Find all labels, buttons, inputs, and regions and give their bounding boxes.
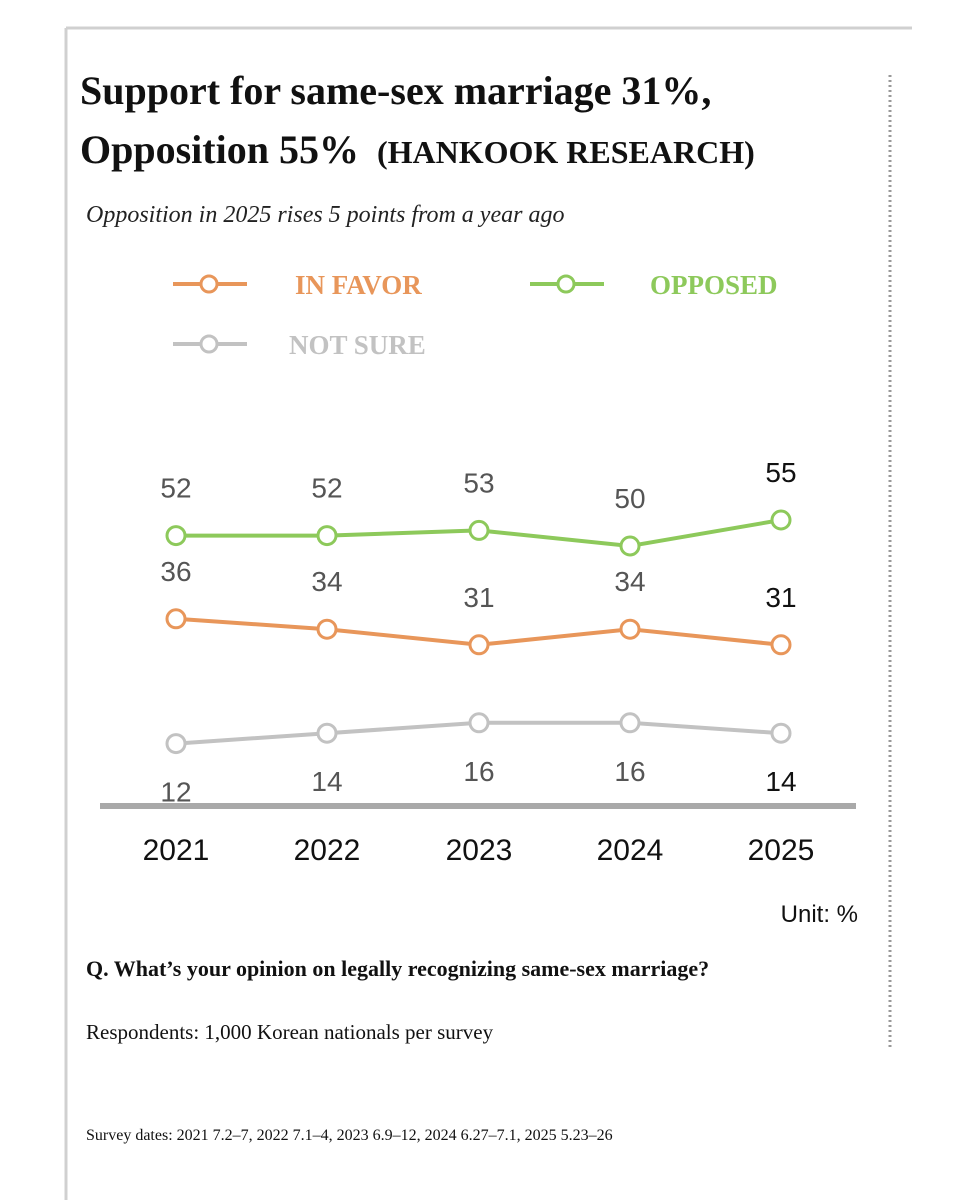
subtitle: Opposition in 2025 rises 5 points from a… [86, 202, 564, 228]
value-label: 55 [765, 457, 796, 488]
respondents: Respondents: 1,000 Korean nationals per … [86, 1020, 494, 1044]
point [165, 733, 187, 755]
value-label: 16 [463, 756, 494, 787]
x-tick-label: 2021 [143, 834, 210, 867]
point [619, 535, 641, 557]
title-note: (HANKOOK RESEARCH) [377, 134, 755, 170]
legend-label: OPPOSED [650, 270, 778, 300]
point [468, 634, 490, 656]
value-label: 31 [463, 582, 494, 613]
point [619, 618, 641, 640]
unit: Unit: % [781, 901, 858, 928]
point [165, 608, 187, 630]
point [316, 525, 338, 547]
value-label: 34 [614, 566, 645, 597]
x-tick-label: 2025 [748, 834, 815, 867]
value-label: 50 [614, 483, 645, 514]
point [165, 525, 187, 547]
point [770, 722, 792, 744]
value-label: 31 [765, 582, 796, 613]
x-tick-label: 2022 [294, 834, 361, 867]
value-label: 16 [614, 756, 645, 787]
point [468, 519, 490, 541]
value-label: 34 [311, 566, 342, 597]
legend-label: IN FAVOR [295, 270, 422, 300]
x-tick-label: 2024 [597, 834, 664, 867]
survey-dates: Survey dates: 2021 7.2–7, 2022 7.1–4, 20… [86, 1127, 613, 1144]
title-line: Support for same-sex marriage 31%, [80, 68, 711, 113]
value-label: 52 [160, 473, 191, 504]
legend-label: NOT SURE [289, 330, 426, 360]
value-label: 36 [160, 556, 191, 587]
x-tick-label: 2023 [446, 834, 513, 867]
legend-marker [199, 274, 219, 294]
value-label: 14 [311, 766, 342, 797]
value-label: 14 [765, 766, 796, 797]
title-line: Opposition 55% (HANKOOK RESEARCH) [80, 127, 755, 172]
value-label: 53 [463, 467, 494, 498]
legend-marker [556, 274, 576, 294]
point [316, 722, 338, 744]
point [619, 712, 641, 734]
value-label: 52 [311, 473, 342, 504]
point [770, 509, 792, 531]
legend-marker [199, 334, 219, 354]
point [316, 618, 338, 640]
question: Q. What’s your opinion on legally recogn… [86, 956, 709, 981]
title-text: Opposition 55% [80, 127, 359, 172]
value-label: 12 [160, 777, 191, 808]
point [468, 712, 490, 734]
point [770, 634, 792, 656]
